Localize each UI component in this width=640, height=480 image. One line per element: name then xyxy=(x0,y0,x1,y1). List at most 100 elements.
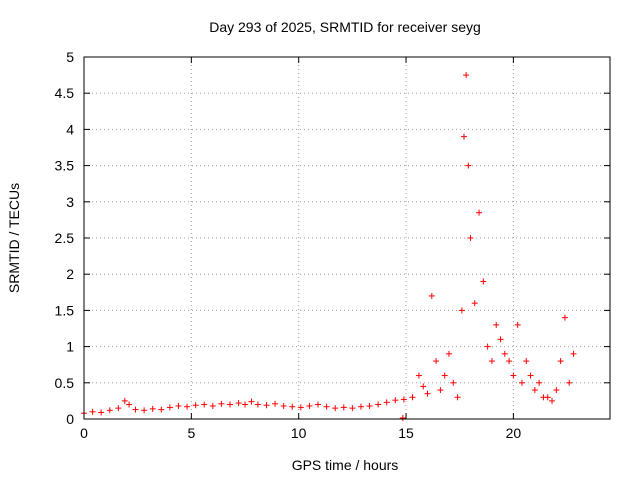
data-point xyxy=(518,379,525,386)
data-point xyxy=(465,162,472,169)
plot-frame xyxy=(83,56,611,420)
data-point xyxy=(399,415,406,421)
data-point xyxy=(463,72,470,79)
data-point xyxy=(420,383,427,390)
x-tick-labels: 0 5 10 15 20 xyxy=(80,425,521,441)
data-point xyxy=(306,402,313,409)
data-point xyxy=(471,300,478,307)
data-point xyxy=(553,387,560,394)
data-point xyxy=(484,343,491,350)
data-point xyxy=(141,407,148,414)
y-axis-label: SRMTID / TECUs xyxy=(6,183,22,293)
y-tick-label: 3.5 xyxy=(55,158,75,174)
data-point xyxy=(392,397,399,404)
x-axis-label: GPS time / hours xyxy=(292,457,399,473)
data-point xyxy=(400,396,407,403)
data-point xyxy=(514,321,521,328)
data-point xyxy=(510,372,517,379)
data-point xyxy=(184,403,191,410)
data-point xyxy=(263,402,270,409)
y-tick-label: 1.5 xyxy=(55,302,75,318)
chart-title: Day 293 of 2025, SRMTID for receiver sey… xyxy=(209,19,481,35)
data-point xyxy=(357,403,364,410)
data-point xyxy=(280,402,287,409)
data-point xyxy=(209,402,216,409)
data-point xyxy=(98,409,105,416)
data-point xyxy=(561,314,568,321)
data-point xyxy=(497,336,504,343)
data-point xyxy=(450,379,457,386)
y-tick-label: 4.5 xyxy=(55,85,75,101)
data-point xyxy=(89,408,96,415)
y-tick-labels: 0 0.5 1 1.5 2 2.5 3 3.5 4 4.5 5 xyxy=(55,49,75,427)
data-point xyxy=(557,358,564,365)
data-point xyxy=(527,372,534,379)
data-point xyxy=(441,372,448,379)
data-point xyxy=(566,379,573,386)
data-point xyxy=(506,358,513,365)
data-point xyxy=(433,358,440,365)
data-point xyxy=(570,350,577,357)
data-point xyxy=(437,387,444,394)
data-point xyxy=(549,397,556,404)
data-point xyxy=(166,404,173,411)
data-point xyxy=(366,402,373,409)
y-tick-label: 2 xyxy=(66,266,74,282)
data-point xyxy=(428,292,435,299)
data-point xyxy=(106,407,113,414)
data-point xyxy=(467,235,474,241)
data-point xyxy=(242,401,249,408)
data-point xyxy=(254,401,261,408)
data-point xyxy=(480,278,487,285)
data-point xyxy=(158,406,165,413)
data-point xyxy=(289,403,296,410)
data-point xyxy=(132,406,139,413)
data-point xyxy=(458,307,465,314)
x-tick-label: 15 xyxy=(398,425,414,441)
data-point xyxy=(523,358,530,365)
y-tick-label: 1 xyxy=(66,339,74,355)
data-point xyxy=(235,400,242,407)
data-point xyxy=(349,405,356,412)
data-point xyxy=(531,387,538,394)
data-point xyxy=(332,405,339,412)
data-point xyxy=(126,401,133,408)
data-point xyxy=(424,390,431,397)
data-point xyxy=(501,350,508,357)
data-point xyxy=(476,209,483,216)
data-point xyxy=(445,350,452,357)
data-point xyxy=(536,379,543,386)
data-point xyxy=(315,401,322,408)
data-point xyxy=(175,402,182,409)
data-point xyxy=(218,400,225,407)
x-tick-label: 20 xyxy=(506,425,522,441)
data-point xyxy=(409,394,416,401)
data-point xyxy=(192,402,199,409)
x-tick-label: 10 xyxy=(291,425,307,441)
grid-lines xyxy=(84,57,610,419)
data-point xyxy=(544,394,551,401)
y-tick-label: 4 xyxy=(66,121,74,137)
y-tick-label: 3 xyxy=(66,194,74,210)
y-tick-label: 0.5 xyxy=(55,375,75,391)
data-point xyxy=(488,358,495,365)
data-point xyxy=(272,400,279,407)
y-tick-label: 0 xyxy=(66,411,74,427)
data-point xyxy=(383,399,390,406)
data-point xyxy=(121,397,128,404)
data-point xyxy=(297,404,304,411)
data-point xyxy=(226,401,233,408)
x-tick-label: 0 xyxy=(80,425,88,441)
y-tick-label: 2.5 xyxy=(55,230,75,246)
data-point xyxy=(415,372,422,379)
x-tick-label: 5 xyxy=(187,425,195,441)
data-point xyxy=(461,133,468,140)
data-point xyxy=(201,401,208,408)
data-point xyxy=(323,403,330,410)
data-point xyxy=(493,321,500,328)
data-points xyxy=(81,72,577,421)
data-point xyxy=(248,398,255,405)
data-point xyxy=(340,404,347,411)
axis-ticks xyxy=(83,56,610,420)
